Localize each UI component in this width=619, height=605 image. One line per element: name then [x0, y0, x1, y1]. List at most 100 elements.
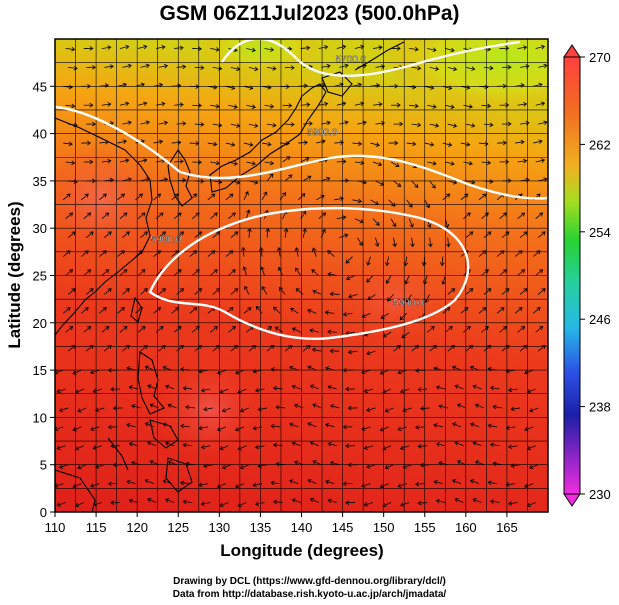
wind-arrowhead — [272, 442, 278, 448]
wind-arrowhead — [87, 140, 92, 146]
wind-arrowhead — [482, 250, 487, 255]
wind-arrowhead — [324, 101, 329, 107]
wind-arrowhead — [147, 497, 152, 503]
wind-arrowhead — [197, 159, 202, 165]
x-tick-label: 125 — [167, 520, 189, 535]
wind-arrowhead — [180, 480, 185, 486]
wind-arrowhead — [285, 84, 290, 89]
wind-arrowhead — [520, 326, 526, 331]
wind-arrowhead — [489, 442, 495, 448]
wind-arrowhead — [159, 212, 164, 217]
wind-arrow — [140, 64, 150, 68]
wind-arrow — [463, 326, 471, 333]
wind-arrowhead — [472, 384, 477, 389]
wind-arrowhead — [417, 500, 422, 506]
wind-arrow — [65, 161, 75, 164]
wind-arrowhead — [158, 139, 164, 145]
wind-arrow — [65, 326, 73, 333]
wind-arrowhead — [241, 246, 246, 251]
wind-arrow — [248, 123, 258, 127]
wind-arrow — [527, 502, 536, 507]
wind-arrow — [424, 142, 434, 146]
coast-japan — [209, 83, 327, 193]
wind-arrowhead — [144, 422, 149, 427]
wind-arrowhead — [378, 102, 383, 107]
wind-arrowhead — [161, 101, 166, 107]
wind-arrow — [228, 269, 236, 276]
wind-arrowhead — [312, 289, 317, 294]
wind-arrow — [460, 307, 469, 314]
wind-arrowhead — [105, 269, 110, 274]
wind-arrow — [212, 66, 222, 70]
wind-arrow — [499, 212, 507, 220]
wind-arrow — [336, 102, 346, 106]
wind-arrowhead — [276, 246, 282, 252]
wind-arrowhead — [120, 250, 125, 255]
wind-arrow — [483, 66, 493, 69]
wind-arrowhead — [474, 403, 480, 408]
wind-arrowhead — [342, 481, 347, 487]
wind-arrowhead — [254, 66, 259, 72]
wind-arrow — [228, 326, 236, 333]
wind-arrowhead — [397, 483, 402, 488]
wind-arrow — [295, 288, 304, 295]
wind-arrowhead — [397, 182, 402, 187]
wind-arrowhead — [291, 441, 296, 446]
wind-arrowhead — [448, 142, 453, 147]
wind-arrowhead — [105, 326, 110, 331]
wind-arrow — [210, 104, 220, 108]
wind-arrowhead — [177, 212, 182, 217]
wind-arrow — [292, 442, 301, 447]
wind-arrowhead — [426, 223, 432, 228]
wind-arrowhead — [378, 45, 383, 50]
wind-arrow — [77, 464, 87, 469]
wind-arrowhead — [87, 212, 92, 217]
wind-arrow — [264, 48, 274, 51]
wind-arrowhead — [95, 407, 100, 413]
wind-arrowhead — [89, 344, 94, 349]
wind-arrow — [85, 288, 94, 295]
wind-arrow — [533, 83, 543, 87]
x-axis-ticks: 110 115 120 125 130 135 140 145 150 155 160 165 — [45, 512, 518, 535]
wind-arrowhead — [144, 365, 149, 370]
wind-arrow — [452, 479, 462, 484]
wind-arrowhead — [452, 66, 458, 72]
cool-region — [385, 39, 548, 113]
wind-arrowhead — [87, 326, 92, 331]
wind-arrowhead — [179, 102, 184, 107]
wind-arrow — [140, 121, 150, 125]
wind-arrow — [261, 286, 268, 295]
wind-arrowhead — [270, 367, 275, 372]
wind-arrowhead — [174, 307, 180, 312]
wind-arrowhead — [90, 369, 95, 375]
wind-arrow — [158, 65, 168, 68]
wind-arrow — [409, 48, 419, 50]
wind-arrowhead — [104, 83, 110, 88]
wind-arrowhead — [423, 280, 428, 285]
wind-arrowhead — [414, 183, 419, 188]
wind-arrow — [436, 386, 446, 390]
wind-arrow — [119, 46, 129, 49]
wind-arrowhead — [251, 104, 256, 109]
wind-arrowhead — [380, 64, 386, 69]
wind-arrowhead — [128, 441, 133, 447]
wind-arrow — [445, 161, 455, 165]
wind-arrow — [535, 212, 543, 220]
warm-blob-philippines — [155, 360, 265, 460]
coast-hokkaido — [321, 71, 353, 97]
wind-arrow — [104, 288, 112, 295]
wind-arrowhead — [492, 404, 497, 410]
wind-arrowhead — [419, 462, 425, 468]
wind-arrowhead — [505, 482, 510, 487]
wind-arrowhead — [159, 326, 164, 331]
wind-arrowhead — [541, 288, 546, 293]
wind-arrow — [401, 331, 410, 339]
wind-arrow — [258, 464, 268, 467]
wind-arrow — [387, 294, 394, 302]
wind-arrow — [390, 161, 400, 167]
wind-arrow — [255, 502, 265, 505]
wind-arrowhead — [432, 47, 437, 53]
wind-arrowhead — [126, 479, 131, 485]
wind-arrow — [475, 461, 485, 466]
coast-visayas — [149, 419, 179, 449]
